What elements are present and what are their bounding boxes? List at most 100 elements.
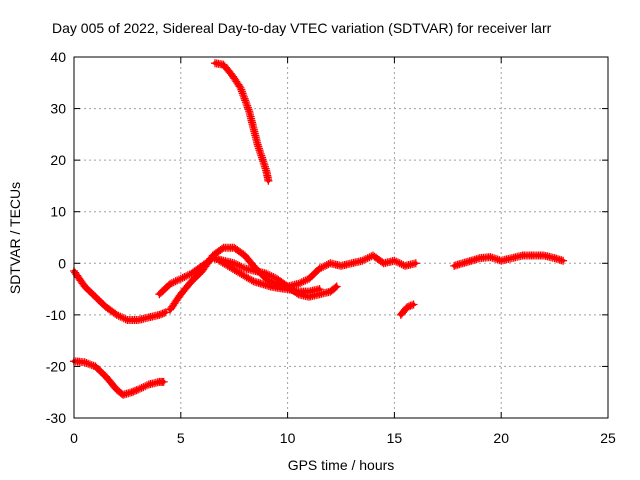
series-trace-5 <box>155 254 341 301</box>
data-layer <box>70 59 568 399</box>
y-axis-label: SDTVAR / TECUs <box>7 182 23 294</box>
series-trace-8 <box>450 251 568 270</box>
data-point <box>264 270 272 279</box>
y-tick-label: 0 <box>58 255 66 271</box>
data-point <box>331 283 340 292</box>
data-point <box>361 255 370 263</box>
data-point <box>173 276 182 285</box>
data-point <box>119 314 128 323</box>
x-tick-label: 15 <box>387 430 403 446</box>
data-point <box>235 269 244 278</box>
data-point <box>332 282 341 291</box>
data-point <box>223 261 232 270</box>
data-point <box>409 300 418 309</box>
y-tick-label: 30 <box>50 101 66 117</box>
data-point <box>267 272 276 281</box>
y-tick-label: 20 <box>50 152 66 168</box>
data-point <box>235 82 244 91</box>
data-point <box>139 383 148 392</box>
data-point <box>175 275 183 284</box>
data-point <box>228 265 237 273</box>
data-point <box>294 279 303 288</box>
data-point <box>397 260 406 269</box>
y-tick-label: -30 <box>46 410 66 426</box>
data-point <box>265 271 274 280</box>
y-tick-label: 10 <box>50 204 66 220</box>
data-point <box>256 149 265 158</box>
data-point <box>236 83 245 92</box>
data-point <box>240 272 249 281</box>
data-point <box>264 176 273 185</box>
data-point <box>394 258 402 267</box>
y-tick-label: -20 <box>46 358 66 374</box>
data-point <box>411 259 420 268</box>
data-point <box>82 359 91 367</box>
data-point <box>390 256 399 265</box>
data-point <box>239 91 248 100</box>
data-point <box>321 261 329 270</box>
y-tick-label: -10 <box>46 307 66 323</box>
series-trace-4 <box>166 243 420 314</box>
data-point <box>363 254 372 263</box>
data-point <box>237 87 246 96</box>
data-point <box>299 277 308 286</box>
data-point <box>262 269 271 278</box>
grid <box>74 57 608 418</box>
x-tick-label: 25 <box>600 430 616 446</box>
data-point <box>234 268 242 277</box>
data-point <box>239 263 248 272</box>
data-point <box>86 360 94 369</box>
data-point <box>116 312 125 321</box>
y-tick-label: 40 <box>50 49 66 65</box>
data-point <box>121 315 130 324</box>
data-point <box>169 278 178 287</box>
data-point <box>232 260 240 269</box>
data-point <box>244 105 253 114</box>
data-point <box>241 96 250 105</box>
series-trace-7 <box>396 300 418 319</box>
data-point <box>235 261 244 270</box>
data-point <box>322 261 331 269</box>
chart-title: Day 005 of 2022, Sidereal Day-to-day VTE… <box>52 20 552 36</box>
ticks: -30 -20 -10 0 10 20 30 40 0 5 10 15 20 25 <box>46 49 616 446</box>
data-point <box>358 256 367 265</box>
x-tick-label: 5 <box>177 430 185 446</box>
series-trace-2 <box>70 357 168 399</box>
data-point <box>315 285 324 294</box>
data-point <box>176 274 185 283</box>
data-point <box>180 273 189 281</box>
data-point <box>171 277 180 286</box>
data-point <box>183 271 192 280</box>
data-point <box>159 377 168 386</box>
data-point <box>135 384 144 393</box>
data-point <box>246 275 254 284</box>
data-point <box>559 256 568 265</box>
x-tick-label: 20 <box>493 430 509 446</box>
data-point <box>301 276 310 285</box>
data-point <box>233 261 242 269</box>
data-point <box>112 310 121 319</box>
data-point <box>239 92 248 101</box>
data-point <box>134 385 143 394</box>
data-point <box>167 279 176 288</box>
data-point <box>392 257 401 266</box>
data-point <box>243 103 252 112</box>
series-trace-3 <box>211 59 273 185</box>
data-point <box>317 263 326 272</box>
data-point <box>360 255 369 264</box>
data-point <box>319 262 328 271</box>
data-point <box>242 100 251 108</box>
data-point <box>408 301 416 310</box>
data-point <box>141 382 150 391</box>
x-axis-label: GPS time / hours <box>288 457 395 473</box>
data-point <box>161 308 170 317</box>
data-point <box>118 313 127 322</box>
data-point <box>296 279 305 288</box>
data-point <box>114 311 123 320</box>
data-point <box>395 259 404 268</box>
data-point <box>137 383 146 392</box>
data-point <box>218 258 227 267</box>
x-tick-label: 0 <box>70 430 78 446</box>
data-point <box>80 358 89 367</box>
